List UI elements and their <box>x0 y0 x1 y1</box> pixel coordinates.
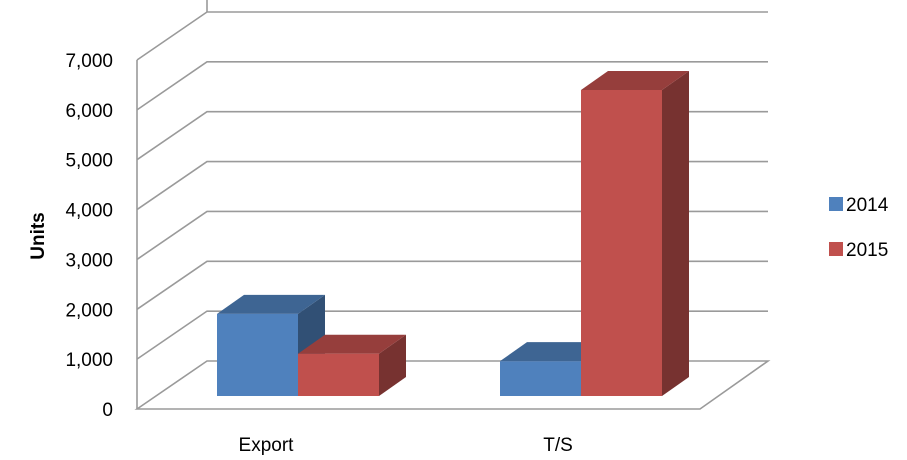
bars <box>217 71 689 396</box>
gridline <box>136 61 768 111</box>
y-tick-label: 2,000 <box>65 300 113 321</box>
y-tick-label: 6,000 <box>65 101 113 122</box>
gridline <box>206 0 208 12</box>
legend: 2014 2015 <box>829 195 889 261</box>
legend-swatch <box>829 197 843 211</box>
bar-side <box>379 334 406 396</box>
bar-top <box>581 71 689 90</box>
y-axis-tick-labels: 0 1,000 2,000 3,000 4,000 5,000 6,000 7,000 <box>65 51 113 421</box>
gridline <box>134 360 771 410</box>
bar-front <box>500 361 581 396</box>
y-tick-label: 4,000 <box>65 201 113 222</box>
y-tick-label: 5,000 <box>65 151 113 172</box>
legend-label: 2015 <box>846 240 888 261</box>
bar-front <box>217 313 298 396</box>
bar-top <box>217 294 325 314</box>
y-tick-label: 7,000 <box>65 51 113 72</box>
y-axis-title: Units <box>28 212 49 260</box>
bar-top <box>298 334 406 354</box>
y-tick-label: 3,000 <box>65 250 113 271</box>
bar-front <box>581 90 662 396</box>
y-tick-label: 1,000 <box>65 350 113 371</box>
bar <box>581 71 689 396</box>
bar <box>298 334 406 396</box>
bar-front <box>298 353 379 396</box>
y-tick-label: 0 <box>102 400 113 421</box>
gridlines <box>134 0 771 410</box>
x-category-label: Export <box>239 435 295 456</box>
x-category-label: T/S <box>543 435 573 456</box>
legend-swatch <box>829 242 843 256</box>
x-axis-category-labels: Export T/S <box>239 435 573 456</box>
gridline <box>136 11 768 61</box>
bar-side <box>662 71 689 396</box>
legend-label: 2014 <box>846 195 889 216</box>
